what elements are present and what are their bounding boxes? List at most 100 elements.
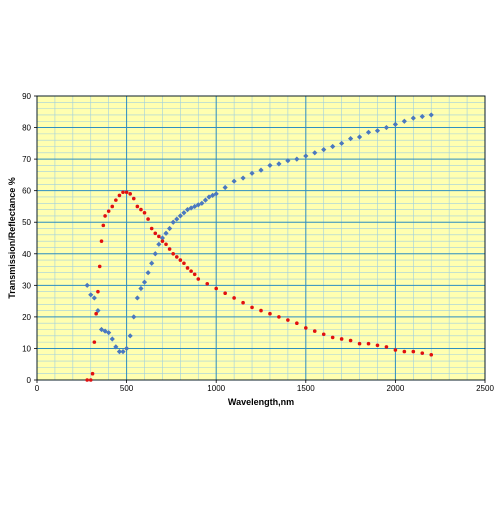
- red-data-point: [153, 231, 158, 236]
- blue-data-point: [120, 349, 126, 355]
- y-axis-ticks: 0 10 20 30 40 50 60 70 80 90: [22, 92, 37, 385]
- x-tick-label: 1000: [207, 384, 225, 393]
- red-data-point: [185, 266, 190, 270]
- red-data-point: [402, 349, 407, 354]
- red-data-point: [117, 193, 122, 198]
- y-tick-label: 10: [22, 344, 31, 353]
- blue-data-point: [174, 216, 180, 222]
- red-data-point: [85, 378, 89, 382]
- blue-data-point: [170, 219, 176, 225]
- x-axis-title: Wavelength,nm: [228, 397, 294, 407]
- blue-data-point: [106, 330, 112, 336]
- red-data-point: [375, 343, 380, 348]
- blue-data-point: [156, 241, 162, 247]
- red-data-point: [182, 261, 186, 266]
- red-data-point: [106, 209, 111, 213]
- red-data-point: [411, 349, 416, 354]
- red-data-point: [101, 223, 106, 228]
- blue-data-point: [419, 113, 425, 120]
- red-data-point: [286, 318, 290, 322]
- y-tick-label: 90: [22, 92, 31, 101]
- blue-data-point: [321, 147, 327, 153]
- red-data-point: [223, 291, 227, 296]
- red-data-point: [146, 217, 150, 221]
- red-data-point: [160, 239, 165, 243]
- red-data-point: [139, 207, 143, 212]
- red-data-point: [205, 281, 210, 286]
- major-gridlines: [36, 95, 486, 381]
- red-data-point: [277, 315, 281, 319]
- blue-data-point: [91, 295, 97, 301]
- series-layer: [84, 112, 434, 382]
- y-tick-label: 80: [22, 124, 31, 133]
- red-data-point: [157, 234, 161, 239]
- red-data-point: [124, 190, 129, 195]
- red-data-point: [174, 255, 179, 259]
- red-series: [85, 190, 434, 382]
- red-data-point: [94, 311, 98, 316]
- red-data-point: [96, 289, 100, 294]
- blue-data-point: [134, 295, 140, 301]
- red-data-point: [149, 226, 154, 231]
- x-tick-label: 2500: [476, 384, 494, 393]
- y-tick-label: 0: [27, 376, 32, 385]
- red-data-point: [178, 258, 183, 262]
- red-data-point: [214, 286, 218, 291]
- blue-data-point: [356, 134, 363, 140]
- red-data-point: [142, 210, 147, 215]
- blue-series: [84, 112, 434, 355]
- blue-data-point: [159, 235, 166, 241]
- red-data-point: [192, 272, 197, 277]
- blue-data-point: [303, 153, 309, 159]
- red-data-point: [321, 332, 326, 337]
- blue-data-point: [374, 128, 381, 134]
- blue-data-point: [276, 161, 282, 167]
- red-data-point: [110, 204, 115, 209]
- red-data-point: [384, 345, 389, 349]
- y-tick-label: 60: [22, 187, 31, 196]
- blue-data-point: [167, 225, 173, 232]
- red-data-point: [312, 329, 317, 333]
- red-data-point: [304, 326, 308, 330]
- red-data-point: [128, 192, 132, 196]
- x-tick-label: 1500: [297, 384, 315, 393]
- blue-data-point: [181, 210, 187, 216]
- red-data-point: [99, 239, 104, 243]
- blue-data-point: [124, 345, 130, 352]
- blue-data-point: [145, 270, 151, 276]
- red-data-point: [268, 311, 272, 316]
- red-data-point: [131, 196, 136, 201]
- red-data-point: [97, 264, 102, 269]
- red-data-point: [114, 198, 118, 202]
- blue-data-point: [141, 279, 148, 285]
- y-tick-label: 20: [22, 313, 31, 322]
- blue-data-point: [249, 170, 255, 176]
- blue-data-point: [348, 136, 354, 142]
- red-data-point: [429, 352, 434, 357]
- blue-data-point: [202, 197, 209, 203]
- blue-data-point: [213, 191, 219, 197]
- blue-data-point: [149, 260, 155, 266]
- red-data-point: [196, 277, 201, 281]
- y-tick-label: 70: [22, 155, 31, 164]
- blue-data-point: [199, 200, 205, 206]
- blue-data-point: [127, 333, 133, 339]
- x-tick-label: 2000: [387, 384, 405, 393]
- blue-data-point: [312, 150, 318, 156]
- red-data-point: [348, 338, 353, 343]
- blue-data-point: [231, 178, 237, 184]
- red-data-point: [92, 340, 97, 344]
- blue-data-point: [285, 158, 291, 164]
- red-data-point: [420, 351, 425, 355]
- red-data-point: [295, 321, 299, 326]
- blue-data-point: [392, 121, 398, 127]
- blue-data-point: [163, 230, 169, 236]
- blue-data-point: [102, 328, 108, 334]
- red-data-point: [241, 300, 245, 305]
- blue-data-point: [401, 118, 407, 124]
- y-axis-title: Transmission/Reflectance %: [7, 177, 17, 299]
- red-data-point: [232, 296, 236, 300]
- blue-data-point: [84, 282, 90, 288]
